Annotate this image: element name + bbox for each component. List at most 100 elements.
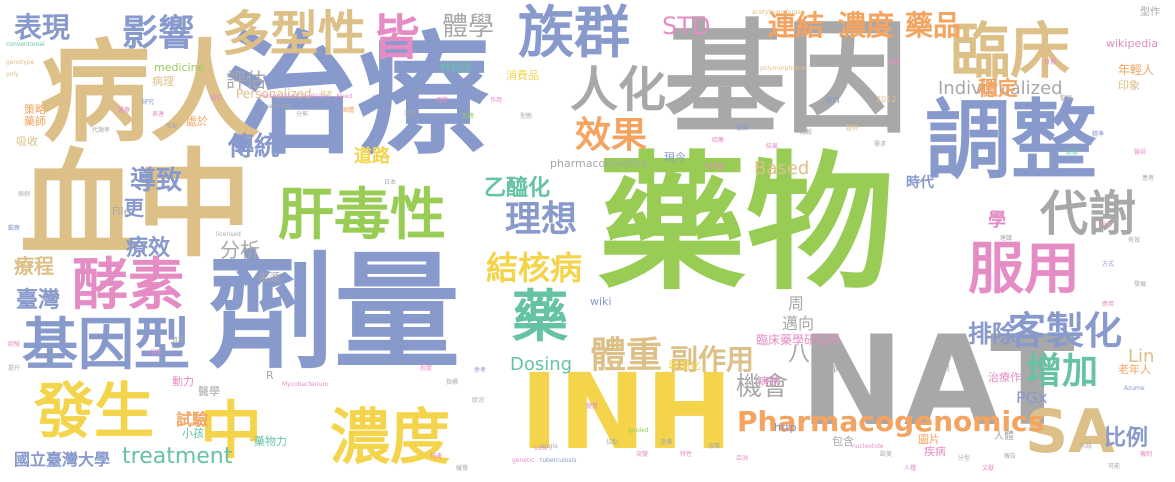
word: 分析 (220, 240, 260, 260)
word: 2012 (876, 96, 896, 104)
word: 推動 (166, 124, 178, 130)
word: 病例 (18, 192, 30, 198)
word: 傳統 (228, 134, 280, 160)
word: 策略 (24, 104, 46, 115)
word: 專屬化 (668, 360, 701, 371)
word: 排除 (968, 322, 1016, 346)
word: 處於 (186, 116, 208, 127)
word: 醫師 (1134, 150, 1146, 156)
word: 客製化 (1008, 312, 1122, 350)
word: 療效 (126, 238, 170, 260)
word: 作用 (490, 98, 502, 104)
word: 需求 (874, 142, 886, 148)
word: 分佈 (296, 112, 308, 118)
word: 檢測 (736, 126, 748, 132)
word: 乙醯化 (484, 178, 550, 200)
word: 表現 (14, 14, 70, 42)
word: 林銘彥 (440, 62, 473, 73)
word: genetic (512, 458, 534, 464)
word: 增長 (372, 96, 384, 102)
word: poly (6, 72, 19, 78)
word: nucleotide (852, 444, 883, 450)
word: polymorphisms (760, 66, 806, 72)
word: 趨勢 (846, 126, 858, 132)
word: 肝毒性 (278, 188, 446, 244)
word: 治療作 (988, 372, 1021, 383)
word: 療程 (14, 256, 54, 276)
word: wiki (590, 296, 611, 307)
word: 有效 (1128, 238, 1140, 244)
word: 歐美 (880, 452, 892, 458)
word: Personalized_medicine_-_Need (260, 94, 352, 100)
word: 型作 (1140, 8, 1160, 18)
word: 觀察 (8, 226, 20, 232)
word: 給藥 (712, 138, 724, 144)
word: Based (754, 160, 809, 178)
word: conventional (6, 42, 45, 48)
word: STD (662, 14, 710, 38)
word: 藥 (512, 290, 568, 346)
word: 位點 (606, 440, 618, 446)
word: 監測 (1060, 96, 1072, 102)
word: acetyltransferase (752, 10, 804, 16)
word: Azume (1124, 386, 1145, 392)
word: 快速 (430, 454, 442, 460)
word: 周 (788, 296, 804, 312)
word: File (112, 206, 130, 217)
word: 服用 (968, 242, 1080, 298)
word: Dosing (510, 356, 572, 374)
word: 邁向 (782, 316, 814, 332)
word: 反應 (462, 114, 474, 120)
word: medicine (154, 62, 204, 73)
word: 國立臺灣大學 (14, 452, 110, 468)
word: 提升 (8, 366, 20, 372)
word: 建議 (1000, 236, 1012, 242)
word: 印象 (1118, 80, 1140, 91)
word: 代謝 (1040, 190, 1136, 238)
word: 人種 (904, 466, 916, 472)
word: 穩定 (978, 78, 1018, 98)
word: 現今 (664, 152, 686, 163)
word: 目標 (1044, 60, 1056, 66)
word: 可能 (1108, 464, 1120, 470)
word: treatment (122, 446, 232, 468)
word: 理想 (505, 202, 577, 238)
word: 時代 (906, 176, 934, 190)
word: 固定 (1020, 380, 1044, 392)
word: genotype (6, 60, 34, 66)
word: 排泄 (320, 92, 332, 98)
word: 日本 (384, 180, 396, 186)
word: http (774, 422, 797, 433)
word: 標準 (690, 120, 702, 126)
word: 人化 (570, 66, 666, 114)
word: 精準 (1092, 132, 1104, 138)
word: 文獻 (982, 466, 994, 472)
word: 民眾 (818, 362, 840, 373)
word: 臺灣 (16, 290, 60, 312)
word: guided (628, 428, 649, 434)
word: 道路 (354, 148, 390, 166)
word: 體重 (590, 338, 662, 374)
word: 遺傳 (660, 440, 672, 446)
word: 型態 (520, 114, 532, 120)
word: 分型 (958, 456, 970, 462)
word: 吸收 (16, 136, 38, 147)
word: 發展 (1134, 282, 1146, 288)
word: 表達 (152, 112, 164, 118)
word: 系統 (1080, 444, 1092, 450)
word: slow (534, 446, 547, 452)
word: 經驗 (8, 342, 20, 348)
word: 影響 (122, 16, 194, 52)
word: 數據 (1066, 150, 1078, 156)
word: 包含 (832, 436, 854, 447)
word: 狀況 (472, 398, 484, 404)
word: 患者 (1142, 176, 1154, 182)
word: 亞洲 (736, 456, 748, 462)
word: 基因型 (22, 318, 190, 374)
word: 圖片 (918, 434, 940, 445)
word: 病狀 (758, 376, 780, 387)
word: R (266, 370, 274, 381)
word: tuberculosis (540, 458, 576, 464)
word: 效果 (575, 118, 647, 154)
word: 醫療 (118, 108, 130, 114)
